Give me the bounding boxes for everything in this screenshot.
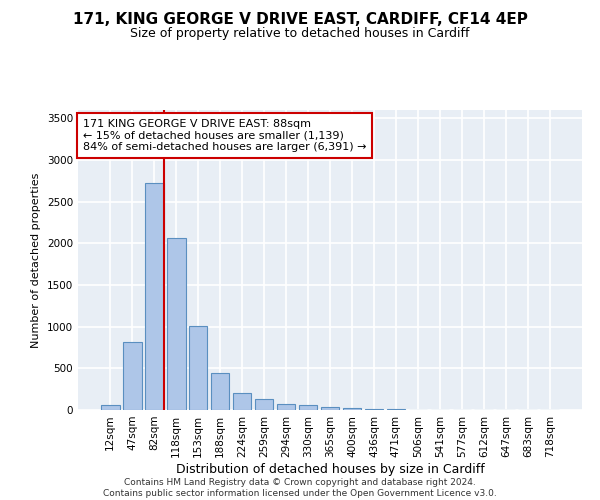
Text: Size of property relative to detached houses in Cardiff: Size of property relative to detached ho… xyxy=(130,28,470,40)
Y-axis label: Number of detached properties: Number of detached properties xyxy=(31,172,41,348)
Bar xyxy=(320,406,340,410)
Bar xyxy=(299,406,317,410)
Text: 171, KING GEORGE V DRIVE EAST, CARDIFF, CF14 4EP: 171, KING GEORGE V DRIVE EAST, CARDIFF, … xyxy=(73,12,527,28)
Bar xyxy=(189,326,208,410)
Bar xyxy=(101,406,119,410)
Bar xyxy=(365,409,383,410)
Bar xyxy=(255,399,274,410)
X-axis label: Distribution of detached houses by size in Cardiff: Distribution of detached houses by size … xyxy=(176,462,484,475)
Text: Contains HM Land Registry data © Crown copyright and database right 2024.
Contai: Contains HM Land Registry data © Crown c… xyxy=(103,478,497,498)
Text: 171 KING GEORGE V DRIVE EAST: 88sqm
← 15% of detached houses are smaller (1,139): 171 KING GEORGE V DRIVE EAST: 88sqm ← 15… xyxy=(83,119,367,152)
Bar xyxy=(211,372,229,410)
Bar xyxy=(277,404,295,410)
Bar xyxy=(145,184,164,410)
Bar xyxy=(167,238,185,410)
Bar xyxy=(233,392,251,410)
Bar xyxy=(343,408,361,410)
Bar xyxy=(123,342,142,410)
